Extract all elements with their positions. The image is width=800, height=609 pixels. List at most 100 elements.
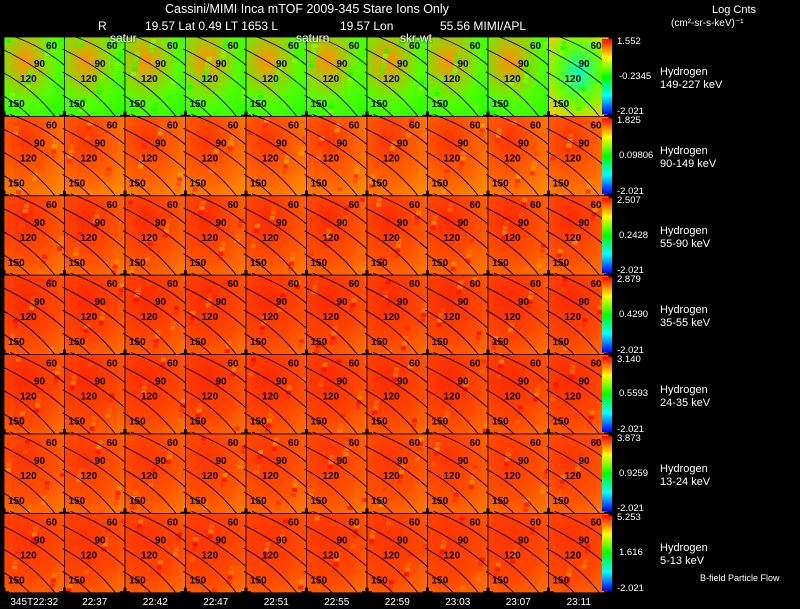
heatmap-speckle xyxy=(526,64,531,68)
heatmap-speckle xyxy=(73,251,79,256)
heatmap-speckle xyxy=(257,100,262,104)
heatmap-speckle xyxy=(324,238,330,243)
heatmap-speckle xyxy=(265,428,270,433)
heatmap-speckle xyxy=(154,339,159,344)
heatmap-speckle xyxy=(31,537,36,542)
contour-label: 60 xyxy=(228,438,240,449)
contour-label: 150 xyxy=(250,258,267,269)
heatmap-speckle xyxy=(33,527,38,532)
contour-label: 150 xyxy=(129,99,146,110)
heatmap-speckle xyxy=(263,552,268,557)
contour-label: 150 xyxy=(190,337,207,348)
heatmap-speckle xyxy=(239,455,245,459)
heatmap-speckle xyxy=(374,400,379,405)
heatmap-speckle xyxy=(112,506,118,510)
heatmap-speckle xyxy=(251,357,256,362)
contour-line xyxy=(485,468,541,516)
heatmap-speckle xyxy=(174,547,179,552)
heatmap-speckle xyxy=(508,87,513,91)
contour-label: 60 xyxy=(46,120,58,131)
heatmap-speckle xyxy=(569,369,575,374)
heatmap-speckle xyxy=(46,47,51,51)
heatmap-speckle xyxy=(80,344,86,349)
heatmap-speckle xyxy=(119,524,125,529)
heatmap-speckle xyxy=(294,49,299,53)
heatmap-speckle xyxy=(349,67,355,71)
heatmap-speckle xyxy=(252,238,257,243)
heatmap-speckle xyxy=(451,74,457,78)
heatmap-speckle xyxy=(98,80,104,84)
heatmap-speckle xyxy=(352,179,358,184)
heatmap-speckle xyxy=(174,306,179,311)
contour-line xyxy=(304,127,370,172)
heatmap-speckle xyxy=(444,410,450,415)
heatmap-speckle xyxy=(492,582,497,587)
contour-label: 150 xyxy=(311,99,328,110)
heatmap-speckle xyxy=(418,442,423,446)
heatmap-speckle xyxy=(390,387,395,392)
contour-label: 120 xyxy=(141,471,158,482)
heatmap-speckle xyxy=(544,470,549,474)
heatmap-speckle xyxy=(380,498,385,502)
heatmap-speckle xyxy=(234,238,240,243)
heatmap-speckle xyxy=(406,133,411,138)
contour-line xyxy=(304,286,370,331)
heatmap-speckle xyxy=(171,321,176,326)
heatmap-speckle xyxy=(564,341,570,346)
heatmap-speckle xyxy=(209,169,215,174)
heatmap-speckle xyxy=(418,87,423,91)
contour-label: 150 xyxy=(371,417,388,428)
contour-line xyxy=(1,468,57,516)
heatmap-speckle xyxy=(394,367,399,372)
heatmap-speckle xyxy=(313,280,319,285)
heatmap-speckle xyxy=(169,90,174,94)
heatmap-speckle xyxy=(507,447,512,451)
heatmap-speckle xyxy=(429,230,435,235)
heatmap-speckle xyxy=(565,148,571,153)
contour-label: 90 xyxy=(276,138,288,149)
time-tick-label: 22:42 xyxy=(142,597,168,608)
contour-line xyxy=(122,309,178,357)
heatmap-speckle xyxy=(315,585,321,590)
heatmap-speckle xyxy=(18,421,23,426)
contour-label: 120 xyxy=(202,312,219,323)
contour-line xyxy=(183,389,239,437)
contour-label: 150 xyxy=(371,99,388,110)
heatmap-speckle xyxy=(594,84,600,88)
heatmap-speckle xyxy=(264,547,269,552)
heatmap-speckle xyxy=(530,526,535,531)
heatmap-speckle xyxy=(156,570,161,575)
heatmap-speckle xyxy=(449,197,455,202)
heatmap-speckle xyxy=(8,458,13,462)
heatmap-speckle xyxy=(251,243,256,248)
heatmap-speckle xyxy=(401,105,406,109)
heatmap-speckle xyxy=(86,555,92,560)
heatmap-speckle xyxy=(137,283,142,288)
heatmap-speckle xyxy=(78,468,84,472)
heatmap-speckle xyxy=(456,290,462,295)
heatmap-speckle xyxy=(129,269,134,274)
contour-line xyxy=(243,151,299,199)
heatmap-speckle xyxy=(120,519,126,524)
contour-line xyxy=(546,151,602,199)
heatmap-speckle xyxy=(67,583,73,588)
heatmap-speckle xyxy=(160,362,165,367)
heatmap-speckle xyxy=(537,377,542,382)
contour-label: 90 xyxy=(34,377,46,388)
contour-label: 150 xyxy=(69,417,86,428)
heatmap-speckle xyxy=(48,519,53,524)
heatmap-speckle xyxy=(395,248,400,253)
heatmap-speckle xyxy=(188,321,194,326)
heatmap-speckle xyxy=(446,400,452,405)
contour-label: 60 xyxy=(107,200,119,211)
colorbar-mid: 1.616 xyxy=(619,547,643,559)
heatmap-speckle xyxy=(277,308,282,313)
contour-line xyxy=(425,366,491,410)
heatmap-speckle xyxy=(531,166,536,171)
contour-line xyxy=(62,286,128,331)
heatmap-speckle xyxy=(560,475,566,479)
heatmap-speckle xyxy=(388,156,393,161)
